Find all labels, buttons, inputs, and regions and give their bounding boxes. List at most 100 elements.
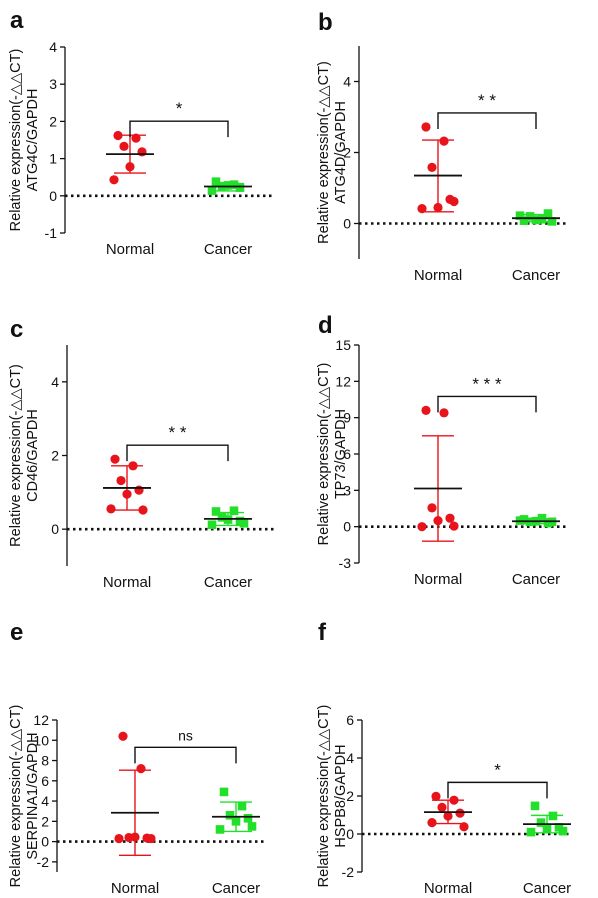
y-tick-label: 8 xyxy=(41,753,49,769)
y-tick-label: 10 xyxy=(33,732,49,748)
y-axis-label-line2: HSPB8/GAPDH xyxy=(333,744,349,847)
data-point-normal xyxy=(455,808,465,818)
panel-c: c 0 2 4 Relative expression(-△△CT) CD46/GAPDH… xyxy=(8,316,277,591)
y-tick-label: 4 xyxy=(49,39,57,55)
panel-e: e -2 0 2 4 6 8 10 12 Relative expression(-△△CT) SE… xyxy=(8,619,267,897)
data-point-cancer xyxy=(225,810,235,820)
y-tick-label: 4 xyxy=(346,750,354,766)
x-tick-label-cancer: Cancer xyxy=(512,267,560,284)
significance-bracket xyxy=(437,395,537,413)
data-point-normal xyxy=(459,822,469,832)
data-point-normal xyxy=(125,162,135,172)
data-point-cancer xyxy=(231,817,241,826)
y-axis-label-line2: SERPINA1/GAPDH xyxy=(25,732,41,859)
data-point-normal xyxy=(433,202,443,213)
significance-bracket xyxy=(129,120,229,138)
data-point-normal xyxy=(110,454,120,464)
data-point-normal xyxy=(134,485,144,495)
y-tick-label: 0 xyxy=(49,188,57,204)
data-point-cancer xyxy=(548,811,558,821)
data-point-cancer xyxy=(247,822,257,831)
data-point-cancer xyxy=(219,787,229,797)
data-point-cancer xyxy=(558,826,568,836)
data-point-cancer xyxy=(526,827,536,837)
panel-letter: f xyxy=(318,619,327,646)
data-point-cancer xyxy=(515,211,525,220)
data-point-normal xyxy=(443,811,453,821)
panel-letter: d xyxy=(318,312,333,339)
data-point-normal xyxy=(427,503,437,513)
y-tick-label: 4 xyxy=(51,374,59,390)
data-point-normal xyxy=(421,405,431,415)
data-point-cancer xyxy=(215,825,225,834)
y-tick-label: 12 xyxy=(335,373,351,389)
y-axis-label-line1: Relative expression(-△△CT) xyxy=(316,363,332,546)
y-axis-label-line1: Relative expression(-△△CT) xyxy=(8,705,24,888)
y-tick-label: -1 xyxy=(45,225,58,241)
x-tick-label-normal: Normal xyxy=(103,574,151,591)
panel-letter: a xyxy=(10,7,24,34)
x-tick-label-cancer: Cancer xyxy=(523,880,571,897)
y-axis-label-line1: Relative expression(-△△CT) xyxy=(316,705,332,888)
y-tick-label: 2 xyxy=(41,813,49,829)
data-point-cancer xyxy=(235,183,245,192)
data-point-cancer xyxy=(547,217,557,226)
significance-label: * * xyxy=(478,91,496,110)
significance-bracket xyxy=(437,112,537,129)
x-tick-label-cancer: Cancer xyxy=(204,574,252,591)
y-tick-label: 1 xyxy=(49,151,57,167)
data-point-cancer xyxy=(223,181,233,190)
data-point-normal xyxy=(417,522,427,532)
y-axis-label-line2: ATG4C/GAPDH xyxy=(25,89,41,192)
significance-label: * xyxy=(176,99,183,118)
y-tick-label: -2 xyxy=(37,854,50,870)
y-tick-label: 2 xyxy=(346,788,354,804)
data-point-normal xyxy=(113,130,123,141)
significance-label: ns xyxy=(178,727,193,743)
panel-b: b 0 2 4 Relative expression(-△△CT) ATG4D/GAPD… xyxy=(316,9,569,284)
y-tick-label: 0 xyxy=(346,826,354,842)
significance-label: * * * xyxy=(472,374,502,393)
data-point-normal xyxy=(146,833,156,844)
x-tick-label-normal: Normal xyxy=(111,880,159,897)
data-point-cancer xyxy=(543,209,553,218)
y-tick-label: 12 xyxy=(33,712,49,728)
significance-bracket xyxy=(447,781,548,799)
significance-label: * * xyxy=(169,423,187,442)
data-point-cancer xyxy=(537,214,547,224)
y-axis-label-line2: ATG4D/GAPDH xyxy=(333,101,349,204)
significance-bracket xyxy=(134,746,237,764)
data-point-normal xyxy=(138,505,148,515)
panel-f: f -2 0 2 4 6 Relative expression(-△△CT) HSPB8/G… xyxy=(316,619,572,897)
y-tick-label: 0 xyxy=(343,216,351,232)
y-tick-label: 4 xyxy=(41,793,49,809)
x-tick-label-cancer: Cancer xyxy=(212,880,260,897)
x-tick-label-cancer: Cancer xyxy=(512,571,560,588)
y-tick-label: 6 xyxy=(343,446,351,462)
x-tick-label-normal: Normal xyxy=(424,880,472,897)
x-tick-label-normal: Normal xyxy=(414,267,462,284)
data-point-cancer xyxy=(542,824,552,833)
data-point-cancer xyxy=(519,216,529,225)
data-point-normal xyxy=(449,521,459,531)
data-point-normal xyxy=(439,136,449,146)
data-point-cancer xyxy=(239,518,249,528)
data-point-normal xyxy=(130,832,140,842)
y-tick-label: 3 xyxy=(49,76,57,92)
data-point-cancer xyxy=(530,801,540,811)
data-point-normal xyxy=(122,489,132,499)
data-point-normal xyxy=(131,133,141,143)
data-point-cancer xyxy=(243,813,253,823)
panel-letter: e xyxy=(10,619,23,646)
data-point-cancer xyxy=(229,180,239,189)
y-tick-label: 9 xyxy=(343,410,351,426)
data-point-normal xyxy=(118,731,128,741)
y-axis-label-line2: TP73/GAPDH xyxy=(333,409,349,499)
data-point-normal xyxy=(439,408,449,418)
y-tick-label: 6 xyxy=(346,712,354,728)
y-tick-label: 6 xyxy=(41,773,49,789)
significance-bracket xyxy=(126,444,229,462)
x-tick-label-cancer: Cancer xyxy=(204,241,252,258)
data-point-normal xyxy=(109,175,119,185)
y-tick-label: 3 xyxy=(343,482,351,498)
